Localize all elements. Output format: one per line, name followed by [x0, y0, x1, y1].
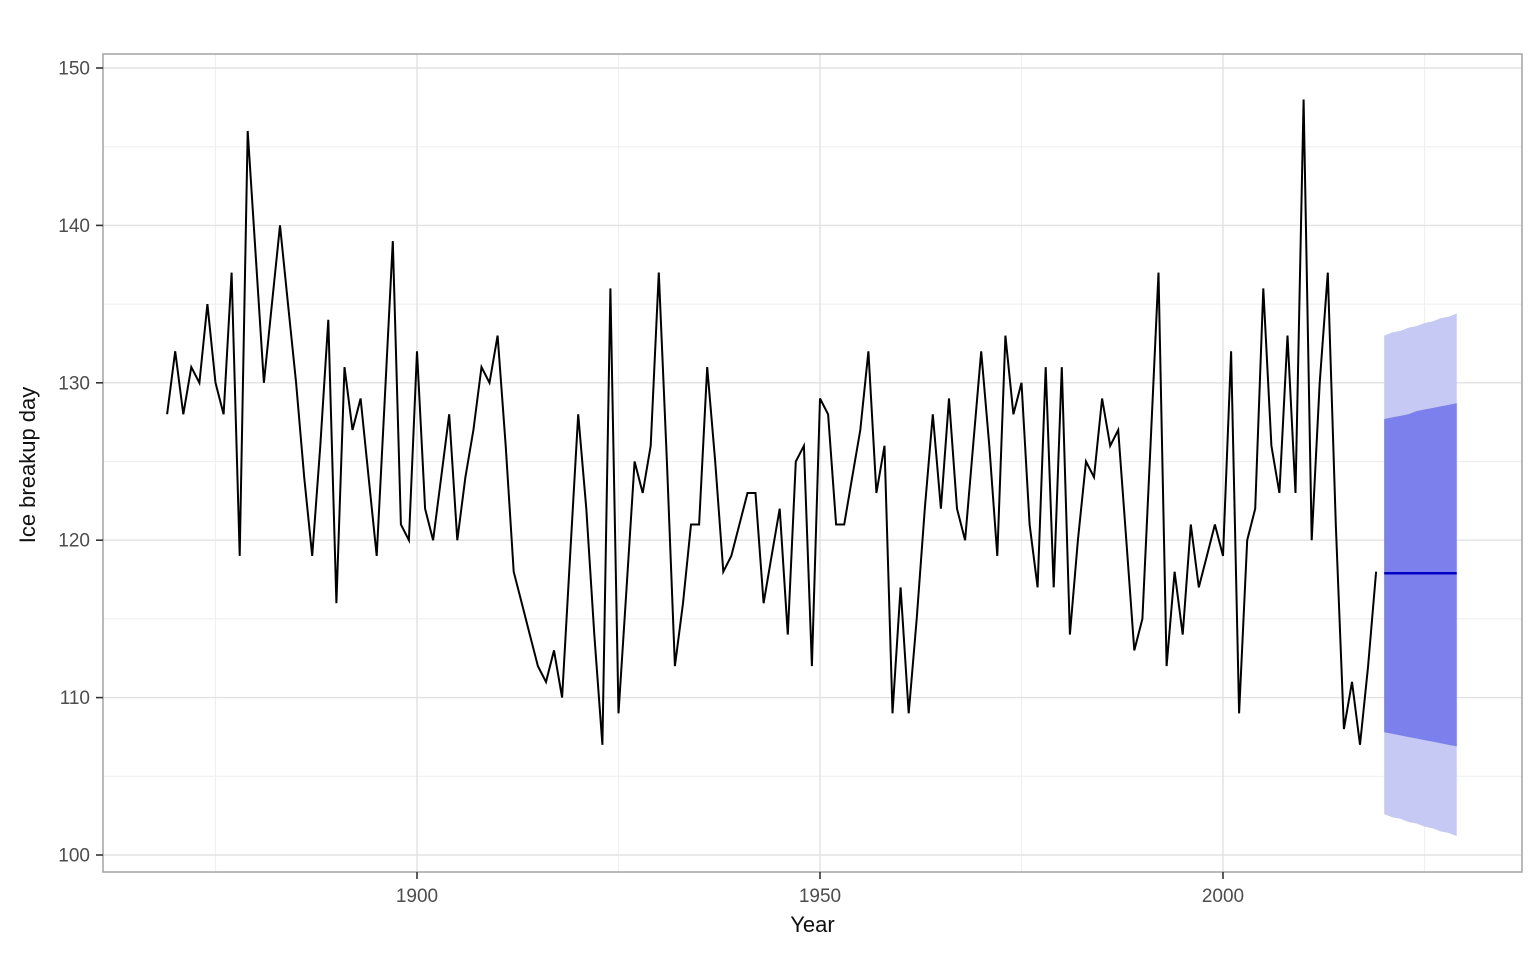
panel-border	[102, 53, 1523, 873]
grid-major	[103, 54, 1522, 872]
svg-text:110: 110	[60, 688, 90, 709]
y-tick-labels: 100 110 120 130 140 150	[58, 59, 90, 867]
x-tick-labels: 1900 1950 2000	[396, 886, 1244, 907]
observed-line	[166, 99, 1378, 745]
y-axis-title: Ice breakup day	[15, 386, 40, 544]
forecast-band-80	[1384, 403, 1457, 747]
svg-text:150: 150	[58, 59, 90, 80]
x-axis-ticks	[416, 872, 1224, 879]
svg-text:100: 100	[58, 846, 90, 867]
svg-text:120: 120	[58, 531, 90, 552]
x-axis-title: Year	[790, 912, 835, 937]
svg-text:1950: 1950	[799, 886, 841, 907]
grid-minor	[103, 54, 1522, 872]
svg-text:1900: 1900	[396, 886, 438, 907]
svg-text:130: 130	[58, 373, 90, 394]
svg-text:2000: 2000	[1202, 886, 1244, 907]
y-axis-ticks	[96, 67, 103, 856]
svg-text:140: 140	[58, 216, 90, 237]
